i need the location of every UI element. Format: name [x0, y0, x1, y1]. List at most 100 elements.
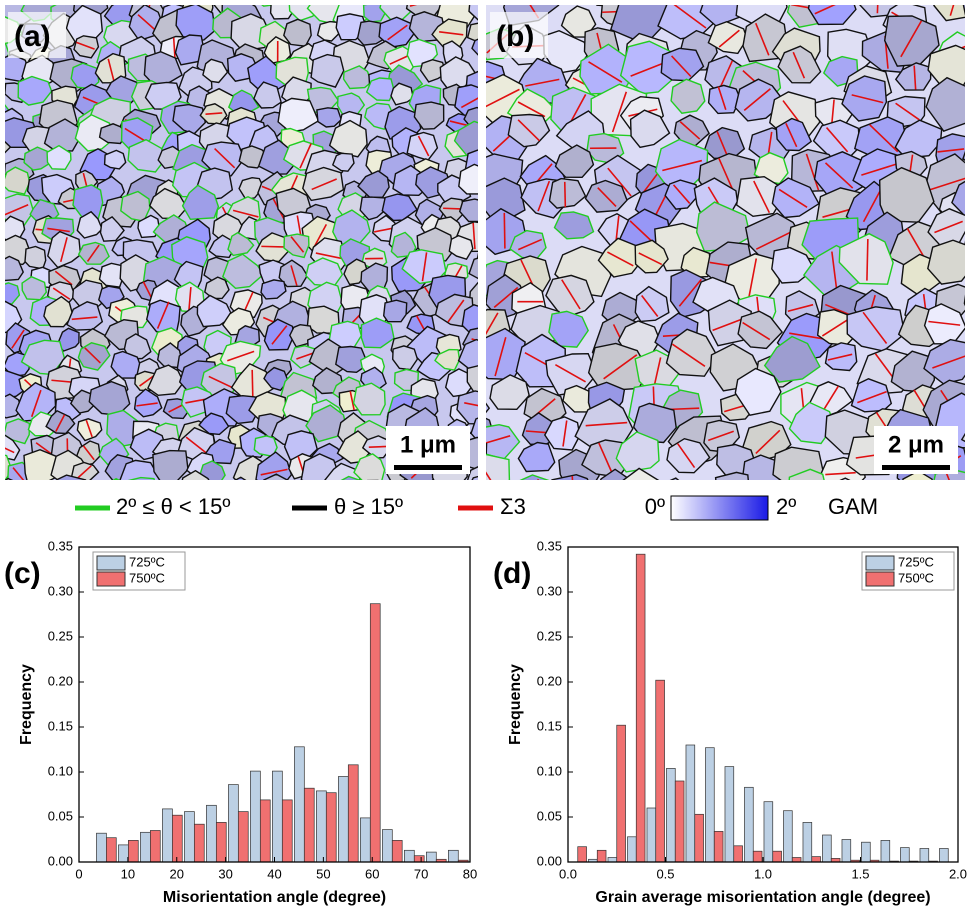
twin-boundary	[260, 468, 288, 476]
x-axis-label: Grain average misorientation angle (degr…	[595, 889, 930, 906]
twin-boundary	[232, 209, 259, 218]
x-tick-label: 30	[218, 866, 232, 881]
twin-boundary	[368, 445, 388, 448]
y-tick-label: 0.35	[537, 538, 562, 553]
x-tick-label: 20	[170, 866, 184, 881]
bar	[694, 813, 704, 863]
bar	[919, 848, 930, 863]
grain	[56, 474, 87, 480]
twin-boundary	[443, 207, 461, 210]
twin-boundary	[679, 121, 701, 140]
twin-boundary	[55, 414, 66, 432]
bar	[802, 822, 813, 863]
grain	[714, 471, 749, 480]
twin-boundary	[632, 519, 661, 536]
grain	[0, 424, 2, 446]
grain	[548, 310, 590, 348]
twin-boundary	[188, 287, 192, 310]
twin-boundary	[949, 5, 955, 16]
twin-boundary	[519, 520, 532, 540]
y-axis-label: Frequency	[507, 664, 524, 745]
twin-boundary	[900, 20, 923, 58]
twin-boundary	[290, 236, 305, 253]
twin-boundary	[517, 238, 543, 251]
grain	[468, 5, 478, 21]
micrograph-b	[486, 5, 971, 540]
y-tick-label: 0.20	[537, 673, 562, 688]
twin-boundary	[718, 29, 740, 48]
grain	[753, 151, 789, 185]
bar	[811, 856, 821, 863]
grain	[968, 100, 971, 131]
twin-boundary	[58, 484, 81, 498]
grain	[202, 58, 229, 84]
grain	[152, 449, 189, 480]
bar	[733, 845, 743, 863]
grain	[123, 333, 152, 360]
twin-boundary	[930, 177, 965, 191]
twin-boundary	[742, 321, 771, 341]
bar	[259, 799, 271, 863]
scale-bar	[882, 465, 950, 470]
twin-boundary	[937, 148, 965, 153]
grain	[84, 485, 107, 507]
twin-boundary	[54, 270, 73, 286]
bar	[184, 811, 195, 863]
twin-boundary	[421, 252, 428, 282]
twin-boundary	[743, 88, 771, 111]
twin-boundary	[493, 286, 519, 309]
grain	[255, 451, 293, 480]
grain	[352, 382, 386, 416]
twin-boundary	[753, 180, 771, 214]
grain	[551, 473, 589, 480]
grain	[545, 274, 595, 319]
grain	[260, 279, 287, 300]
bar	[607, 857, 618, 863]
bar	[150, 830, 161, 863]
twin-boundary	[707, 430, 734, 442]
grain	[615, 431, 660, 473]
y-tick-label: 0.10	[48, 763, 73, 778]
bar	[228, 784, 239, 863]
twin-boundary	[271, 325, 288, 345]
grain	[66, 301, 104, 331]
grain	[666, 437, 711, 474]
grain	[5, 166, 31, 195]
twin-boundary	[290, 265, 298, 286]
label-bg	[8, 12, 66, 58]
twin-boundary	[928, 320, 961, 326]
panel-label: (d)	[493, 557, 531, 590]
twin-boundary	[517, 119, 541, 142]
grain	[933, 5, 965, 22]
grain	[5, 42, 10, 62]
grain	[471, 475, 478, 480]
twin-boundary	[486, 88, 520, 108]
grain	[855, 5, 857, 6]
twin-boundary	[785, 122, 798, 148]
x-tick-label: 0.5	[656, 866, 674, 881]
grain	[43, 295, 74, 328]
grain	[735, 175, 783, 218]
twin-boundary	[671, 55, 692, 78]
bar	[118, 844, 129, 863]
grain	[902, 470, 933, 480]
legend-swatch	[96, 571, 126, 587]
twin-boundary	[597, 187, 617, 208]
twin-boundary	[607, 167, 632, 197]
twin-boundary	[861, 163, 898, 176]
grain	[335, 345, 369, 374]
grain	[486, 402, 491, 414]
bar	[791, 857, 802, 863]
twin-boundary	[439, 31, 464, 36]
grain	[359, 196, 389, 221]
grain	[933, 468, 965, 480]
panel-label: (c)	[4, 557, 41, 590]
grain	[5, 418, 31, 445]
legend-swatch	[865, 555, 895, 571]
legend-label: 750ºC	[129, 570, 165, 585]
x-tick-label: 10	[121, 866, 135, 881]
bar	[172, 814, 183, 863]
grain	[191, 5, 205, 6]
grain	[554, 144, 595, 179]
twin-boundary	[263, 489, 289, 495]
